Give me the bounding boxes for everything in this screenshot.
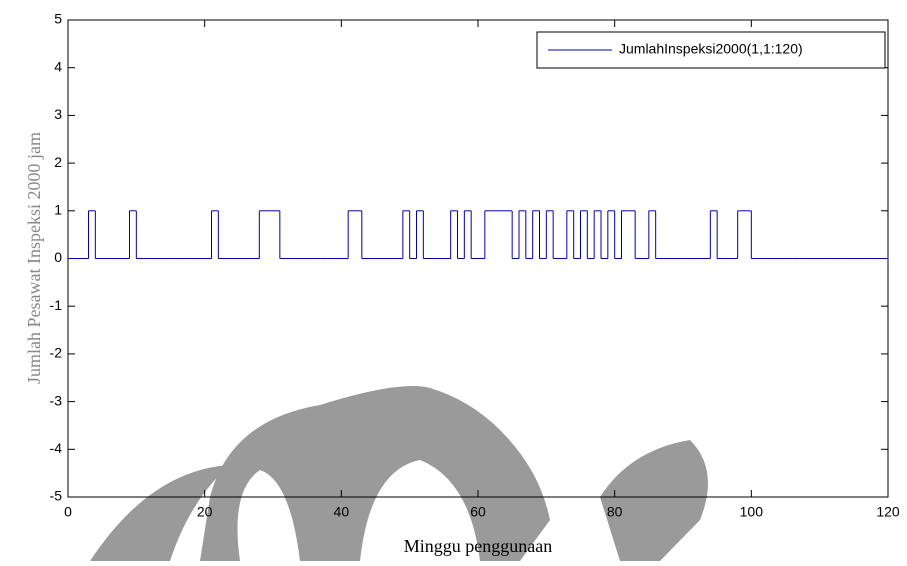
y-tick-label: 3	[54, 106, 62, 122]
y-tick-label: -1	[50, 297, 63, 313]
x-tick-label: 60	[470, 504, 486, 520]
x-tick-label: 0	[64, 504, 72, 520]
y-tick-label: -3	[50, 392, 63, 408]
y-tick-label: 5	[54, 11, 62, 27]
x-axis-label: Minggu penggunaan	[404, 536, 552, 556]
y-tick-label: 2	[54, 154, 62, 170]
legend-label: JumlahInspeksi2000(1,1:120)	[619, 41, 803, 57]
y-axis-label: Jumlah Pesawat Inspeksi 2000 jam	[24, 132, 44, 384]
watermark	[90, 386, 708, 561]
x-tick-label: 100	[740, 504, 764, 520]
y-tick-label: -2	[50, 345, 63, 361]
x-tick-label: 80	[607, 504, 623, 520]
x-tick-label: 120	[876, 504, 900, 520]
x-tick-label: 20	[197, 504, 213, 520]
y-tick-label: -5	[50, 488, 63, 504]
y-tick-label: 0	[54, 249, 62, 265]
x-tick-label: 40	[334, 504, 350, 520]
y-tick-label: -4	[50, 440, 63, 456]
chart: Minggu penggunaan Jumlah Pesawat Inspeks…	[0, 0, 907, 561]
y-tick-label: 4	[54, 58, 62, 74]
y-tick-label: 1	[54, 202, 62, 218]
